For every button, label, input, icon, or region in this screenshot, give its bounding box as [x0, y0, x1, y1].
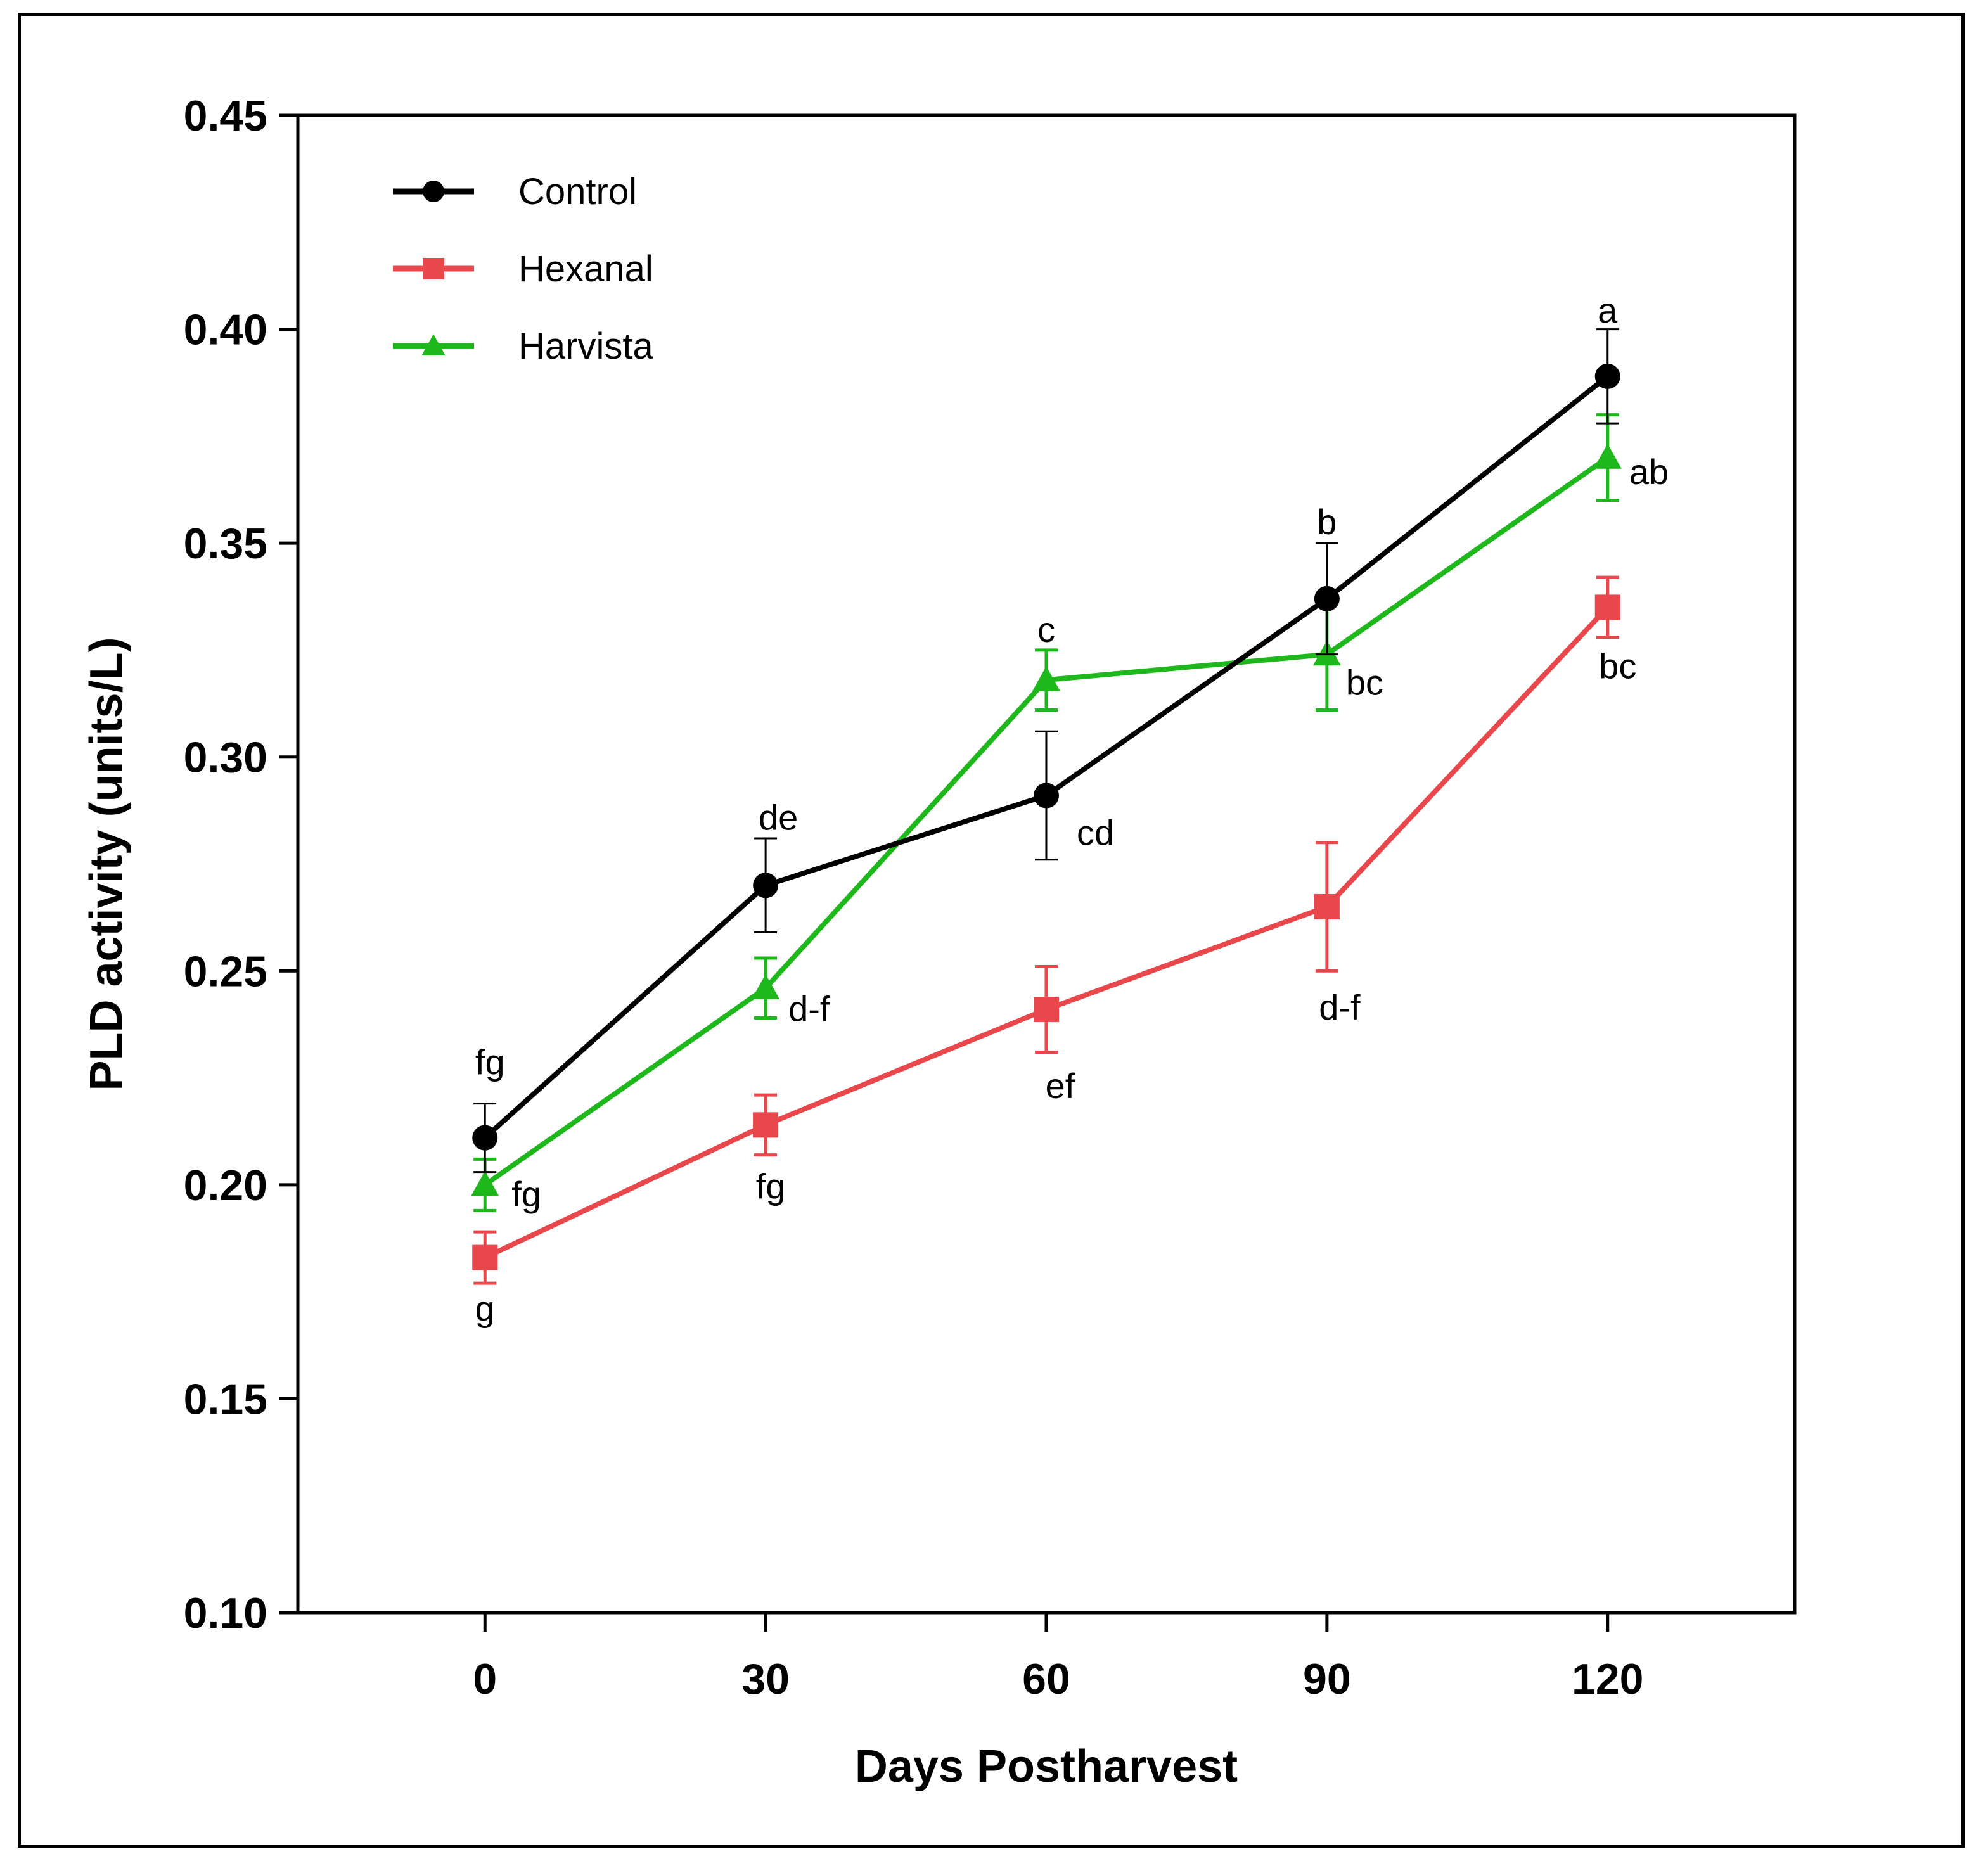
data-point-hexanal-0: [472, 1244, 498, 1270]
data-point-control-90: [1314, 585, 1340, 611]
sig-label-hexanal-0: g: [475, 1289, 495, 1329]
y-tick-label: 0.20: [184, 1161, 267, 1210]
data-point-harvista-0: [471, 1170, 499, 1196]
legend-marker-control: [423, 181, 444, 202]
y-tick-label: 0.35: [184, 520, 267, 568]
y-tick-label: 0.15: [184, 1375, 267, 1423]
sig-label-hexanal-60: ef: [1046, 1066, 1075, 1106]
data-point-hexanal-120: [1594, 594, 1620, 620]
sig-label-harvista-30: d-f: [788, 988, 830, 1028]
sig-label-harvista-0: fg: [511, 1174, 541, 1214]
series-layer: [471, 328, 1622, 1285]
sig-label-control-120: a: [1598, 290, 1618, 330]
sig-label-harvista-90: bc: [1346, 663, 1383, 703]
sig-label-hexanal-30: fg: [756, 1166, 786, 1206]
data-point-control-120: [1594, 363, 1620, 389]
significance-labels: g fg ef d-f bc fg d-f c bc ab fg de cd b a: [475, 290, 1669, 1329]
legend-label-harvista: Harvista: [518, 326, 653, 367]
data-point-control-30: [753, 873, 779, 899]
sig-label-harvista-120: ab: [1629, 452, 1669, 492]
figure-frame: [18, 13, 1965, 1848]
y-axis-title: PLD activity (units/L): [81, 637, 132, 1091]
sig-label-control-0: fg: [475, 1042, 505, 1082]
sig-label-control-90: b: [1317, 502, 1337, 542]
legend-entry-harvista: Harvista: [393, 326, 653, 367]
x-tick-label: 90: [1303, 1655, 1351, 1703]
x-tick-label: 30: [741, 1655, 790, 1703]
data-point-hexanal-30: [753, 1112, 779, 1138]
legend-entry-hexanal: Hexanal: [393, 248, 653, 290]
x-tick-label: 120: [1572, 1655, 1643, 1703]
sig-label-control-60: cd: [1077, 812, 1114, 852]
data-point-hexanal-60: [1034, 997, 1059, 1023]
x-axis-title: Days Postharvest: [855, 1741, 1238, 1792]
sig-label-hexanal-90: d-f: [1319, 987, 1361, 1027]
sig-label-harvista-60: c: [1037, 610, 1055, 649]
y-tick-label: 0.45: [184, 92, 267, 140]
data-point-control-0: [472, 1125, 498, 1151]
legend-marker-hexanal: [423, 258, 444, 279]
y-tick-label: 0.40: [184, 306, 267, 354]
data-point-hexanal-90: [1314, 894, 1340, 920]
legend-label-control: Control: [518, 171, 637, 212]
legend-label-hexanal: Hexanal: [518, 248, 653, 290]
series-control: [472, 328, 1620, 1174]
legend-marker-harvista: [421, 334, 446, 355]
y-tick-label: 0.10: [184, 1589, 267, 1637]
sig-label-control-30: de: [759, 797, 798, 837]
sig-label-hexanal-120: bc: [1599, 646, 1636, 686]
y-tick-label: 0.25: [184, 947, 267, 995]
series-hexanal: [472, 575, 1620, 1285]
data-point-harvista-120: [1593, 444, 1622, 469]
x-tick-label: 0: [473, 1655, 497, 1703]
x-tick-label: 60: [1022, 1655, 1070, 1703]
data-point-harvista-30: [752, 974, 780, 999]
data-point-control-60: [1034, 783, 1059, 809]
data-point-harvista-60: [1032, 666, 1060, 691]
axes: 0.10 0.15 0.20 0.25 0.30 0.35 0.40 0.45 0 30 60 90 1…: [81, 92, 1797, 1792]
legend: Control Hexanal Harvista: [393, 171, 653, 367]
y-tick-label: 0.30: [184, 734, 267, 782]
legend-entry-control: Control: [393, 171, 637, 212]
